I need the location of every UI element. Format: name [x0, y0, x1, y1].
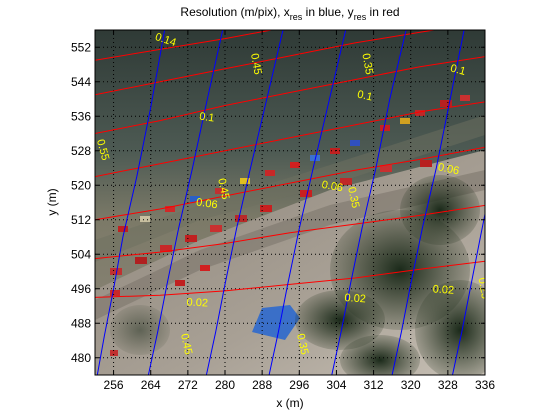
- contour-label: 0.1: [449, 62, 467, 78]
- contour-label: 0.1: [356, 89, 373, 104]
- chart-title: Resolution (m/pix), xres in blue, yres i…: [180, 5, 399, 22]
- yres-contour-line: [95, 30, 438, 96]
- yres-contour-line: [95, 204, 485, 260]
- contour-label: 0.25: [476, 277, 492, 300]
- x-tick-label: 336: [475, 378, 495, 392]
- aerial-photo-background: [95, 30, 485, 375]
- contour-label: 0.02: [432, 283, 454, 296]
- x-tick-label: 328: [438, 378, 458, 392]
- y-tick-label: 512: [71, 213, 91, 227]
- contour-label: 0.06: [195, 196, 218, 211]
- yres-contour-line: [95, 30, 272, 61]
- x-tick-label: 304: [326, 378, 346, 392]
- x-tick-label: 288: [252, 378, 272, 392]
- xres-contour-line: [331, 30, 407, 375]
- x-tick-label: 280: [215, 378, 235, 392]
- x-tick-label: 312: [364, 378, 384, 392]
- blue-tarp: [252, 305, 300, 340]
- y-tick-label: 552: [71, 40, 91, 54]
- y-axis-label: y (m): [45, 188, 59, 215]
- beach-umbrellas: [110, 95, 470, 356]
- contour-label: 0.45: [248, 52, 264, 75]
- y-tick-label: 520: [71, 178, 91, 192]
- x-tick-label: 296: [289, 378, 309, 392]
- yres-contour-line: [95, 146, 485, 221]
- contour-label: 0.06: [437, 161, 460, 177]
- contour-label: 0.02: [186, 296, 208, 309]
- contour-labels: 0.140.45 0.35 0.10.10.10.550.060.06 0.350.4…: [94, 31, 492, 356]
- contour-label: 0.35: [294, 332, 310, 355]
- xres-contours: [96, 30, 485, 375]
- y-tick-label: 496: [71, 282, 91, 296]
- y-tick-label: 528: [71, 144, 91, 158]
- yres-contour-line: [95, 101, 485, 178]
- x-axis: 256 264 272 280 288 296 304 312 320 328 336: [104, 30, 495, 392]
- x-tick-label: 264: [141, 378, 161, 392]
- yres-contours: [95, 30, 485, 298]
- xres-contour-line: [147, 30, 224, 375]
- yres-contour-line: [95, 56, 485, 134]
- yres-contour-line: [95, 260, 485, 298]
- plot-frame: [94, 29, 486, 376]
- xres-contour-line: [391, 30, 465, 375]
- y-axis: 480 488 496 504 512 520 528 536 544 552: [71, 40, 485, 365]
- contour-label: 0.45: [178, 332, 194, 355]
- contour-label: 0.45: [215, 177, 231, 200]
- x-axis-label: x (m): [276, 396, 303, 410]
- y-tick-label: 544: [71, 75, 91, 89]
- xres-contour-line: [205, 30, 284, 375]
- contour-label: 0.06: [321, 179, 344, 195]
- contour-label: 0.55: [94, 138, 111, 162]
- x-tick-label: 320: [401, 378, 421, 392]
- xres-contour-line: [452, 211, 485, 375]
- y-tick-label: 488: [71, 316, 91, 330]
- xres-contour-line: [96, 30, 166, 375]
- contour-label: 0.35: [345, 186, 361, 209]
- plot-area: 0.140.45 0.35 0.10.10.10.550.060.06 0.350.4…: [94, 29, 492, 376]
- x-tick-label: 272: [178, 378, 198, 392]
- xres-contour-line: [268, 30, 347, 375]
- y-tick-label: 536: [71, 109, 91, 123]
- y-tick-label: 480: [71, 351, 91, 365]
- contour-label: 0.1: [198, 111, 215, 125]
- contour-label: 0.35: [359, 52, 375, 75]
- x-tick-label: 256: [104, 378, 124, 392]
- y-tick-label: 504: [71, 247, 91, 261]
- contour-label: 0.02: [344, 292, 366, 305]
